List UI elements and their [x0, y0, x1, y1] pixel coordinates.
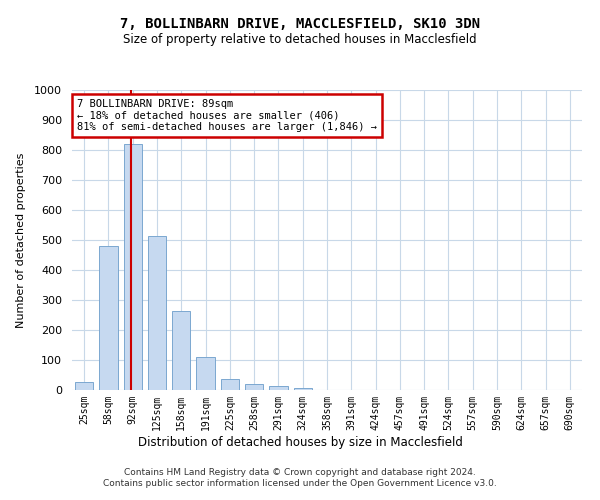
Bar	[293, 388, 312, 390]
Y-axis label: Number of detached properties: Number of detached properties	[16, 152, 26, 328]
Bar	[221, 378, 239, 390]
Bar	[100, 246, 118, 390]
Text: Contains HM Land Registry data © Crown copyright and database right 2024.
Contai: Contains HM Land Registry data © Crown c…	[103, 468, 497, 487]
Text: Distribution of detached houses by size in Macclesfield: Distribution of detached houses by size …	[137, 436, 463, 449]
Bar	[124, 144, 142, 390]
Bar	[75, 382, 93, 390]
Bar	[172, 310, 190, 390]
Bar	[196, 357, 215, 390]
Bar	[269, 386, 287, 390]
Text: 7, BOLLINBARN DRIVE, MACCLESFIELD, SK10 3DN: 7, BOLLINBARN DRIVE, MACCLESFIELD, SK10 …	[120, 18, 480, 32]
Text: Size of property relative to detached houses in Macclesfield: Size of property relative to detached ho…	[123, 32, 477, 46]
Bar	[245, 384, 263, 390]
Bar	[148, 236, 166, 390]
Text: 7 BOLLINBARN DRIVE: 89sqm
← 18% of detached houses are smaller (406)
81% of semi: 7 BOLLINBARN DRIVE: 89sqm ← 18% of detac…	[77, 99, 377, 132]
